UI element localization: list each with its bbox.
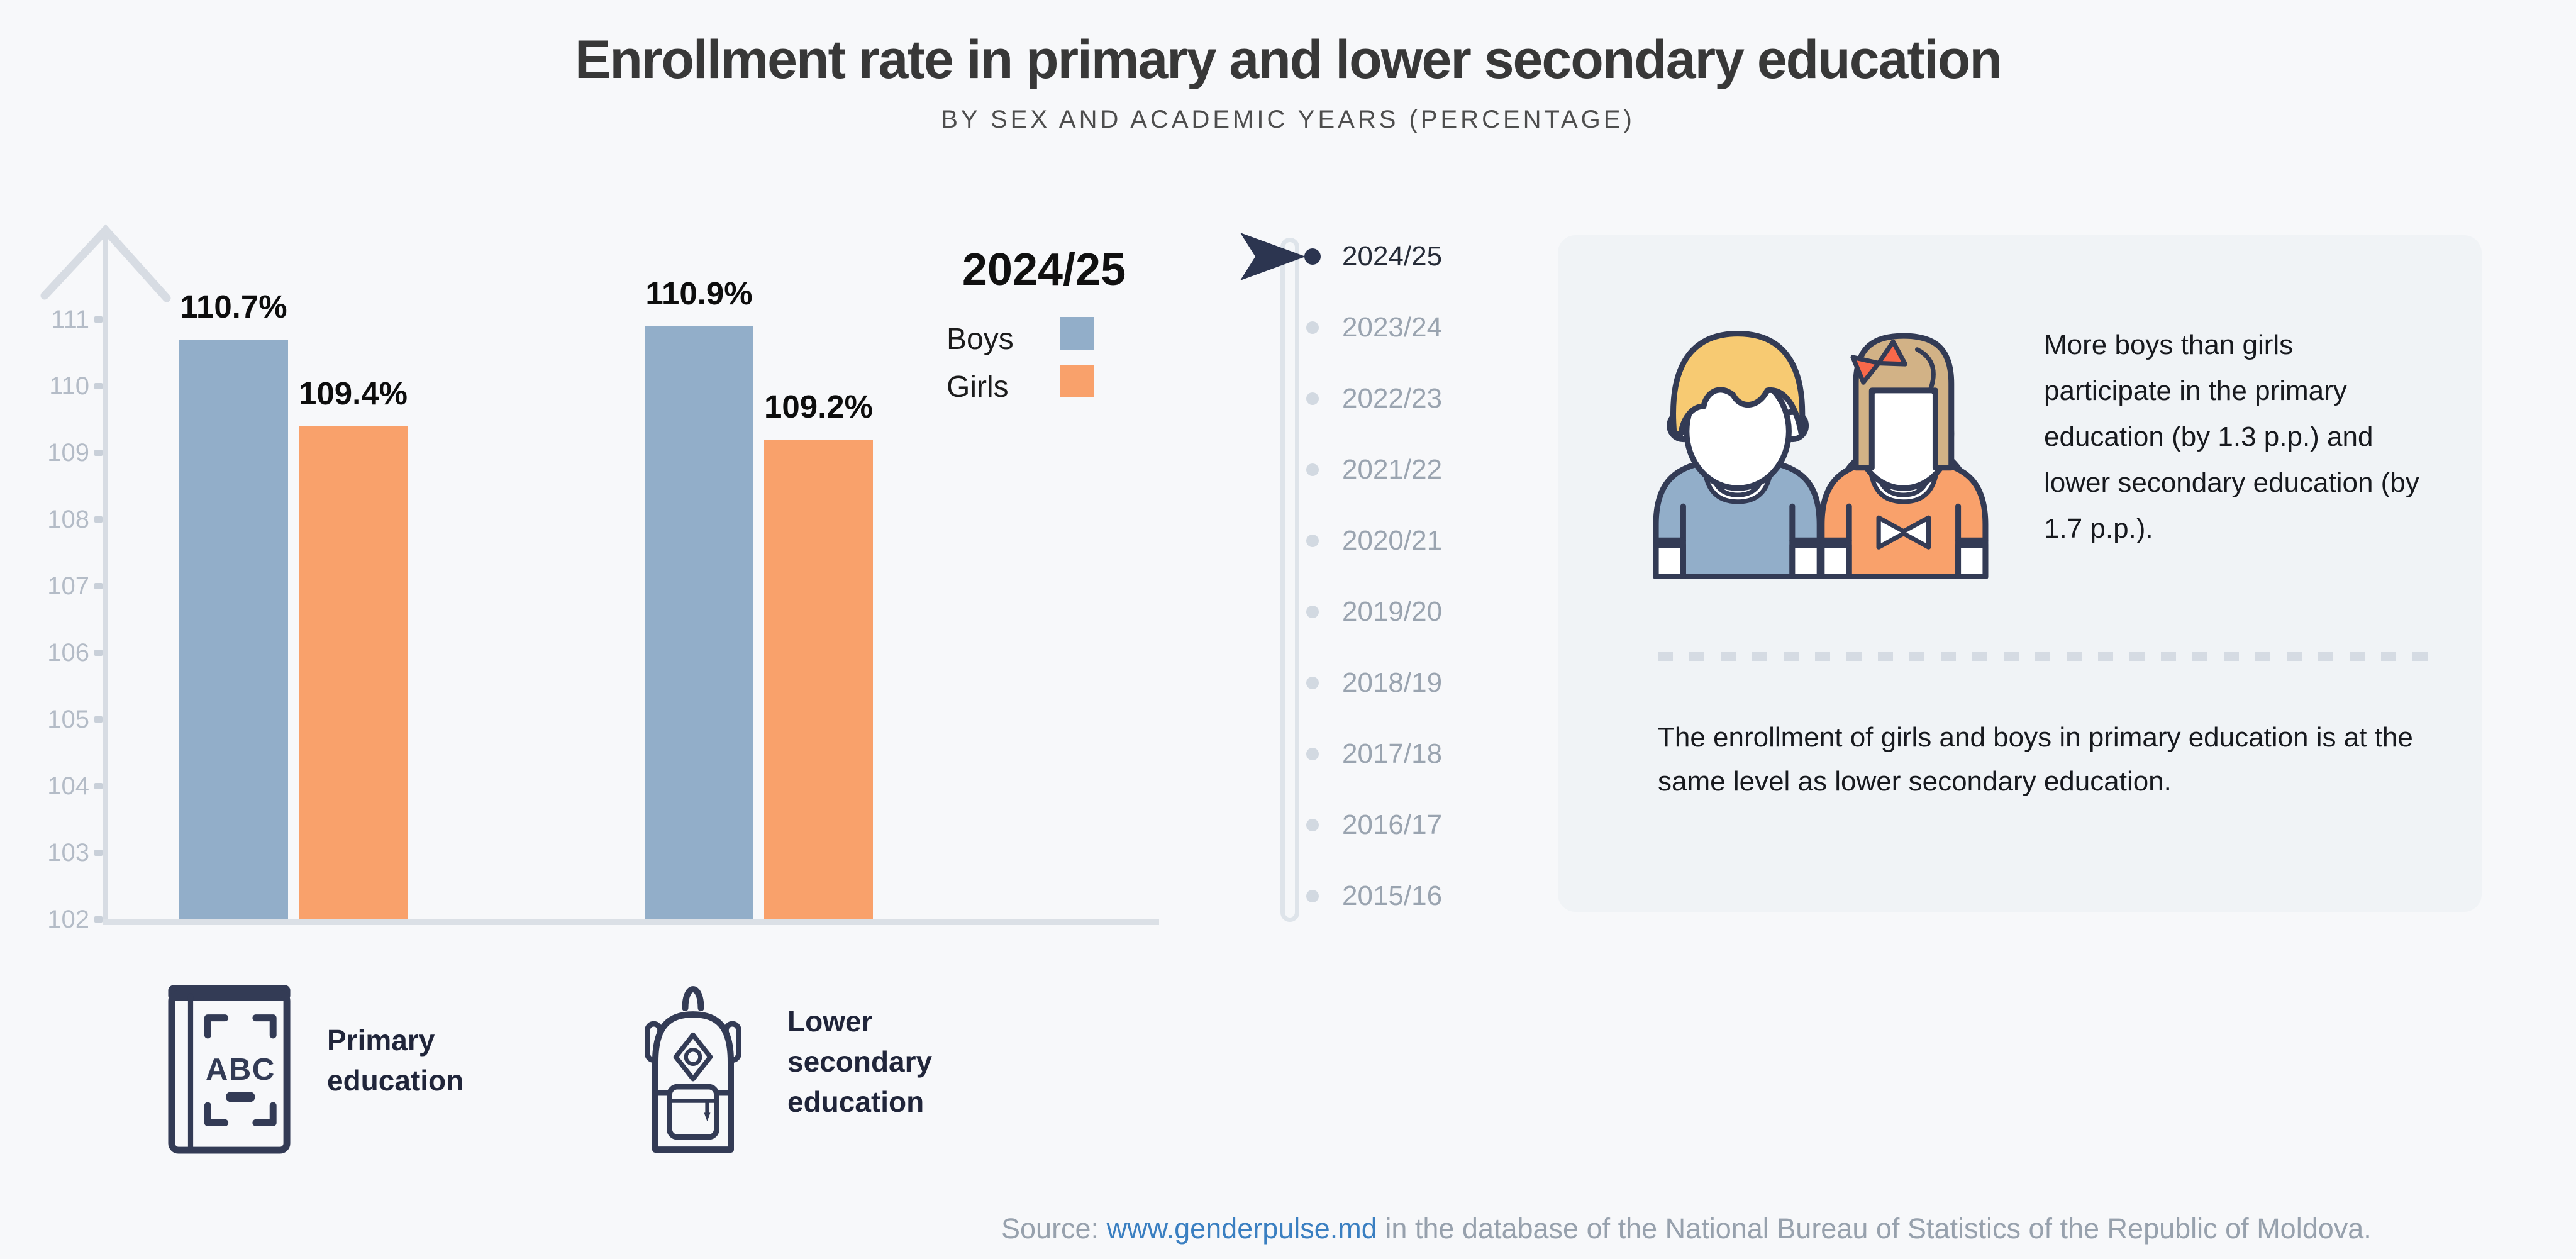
source-suffix: in the database of the National Bureau o… [1377, 1212, 2372, 1245]
y-axis-tick-mark [94, 316, 103, 323]
legend-label-girls: Girls [947, 370, 1009, 404]
timeline-dot [1306, 463, 1319, 476]
bar-value-label: 109.2% [764, 388, 873, 424]
timeline-year-2019-20[interactable]: 2019/20 [1342, 596, 1443, 627]
y-axis-tick-label: 107 [47, 572, 89, 600]
y-axis-tick-mark [94, 650, 103, 656]
y-axis-tick-label: 106 [47, 639, 89, 667]
timeline-year-2016-17[interactable]: 2016/17 [1342, 809, 1443, 840]
timeline-dot [1306, 890, 1319, 902]
timeline-year-2024-25[interactable]: 2024/25 [1342, 241, 1443, 272]
category-label-primary: Primary education [327, 1024, 464, 1097]
timeline-year-2022-23[interactable]: 2022/23 [1342, 383, 1443, 414]
bar-boys-lower-secondary-education[interactable] [645, 326, 753, 919]
category-label-lower-secondary: Lower secondary education [787, 1005, 933, 1118]
panel-divider [1658, 652, 2444, 661]
timeline-cursor-arrow-icon [1240, 233, 1306, 280]
insight-text-primary: More boys than girls participate in the … [2044, 330, 2419, 544]
y-axis-tick-label: 111 [51, 306, 89, 333]
page-title: Enrollment rate in primary and lower sec… [575, 30, 2002, 90]
timeline-year-2018-19[interactable]: 2018/19 [1342, 667, 1443, 698]
y-axis-tick-label: 105 [47, 706, 89, 733]
bar-value-label: 110.9% [645, 275, 753, 311]
timeline-dot [1306, 819, 1319, 831]
timeline-track[interactable] [1280, 238, 1299, 922]
book-icon: ABC [168, 985, 291, 1154]
source-note: Source: www.genderpulse.md in the databa… [1001, 1212, 2576, 1245]
y-axis-tick-mark [94, 516, 103, 523]
timeline-dot [1306, 748, 1319, 760]
y-axis-tick-label: 109 [47, 439, 89, 467]
insight-text-secondary: The enrollment of girls and boys in prim… [1658, 722, 2413, 797]
y-axis-arrow-icon [40, 224, 171, 302]
source-prefix: Source: [1001, 1212, 1107, 1245]
timeline-dot [1306, 535, 1319, 547]
source-link[interactable]: www.genderpulse.md [1106, 1212, 1377, 1245]
timeline-year-2023-24[interactable]: 2023/24 [1342, 312, 1443, 343]
y-axis-tick-label: 102 [47, 906, 89, 933]
timeline-dot [1304, 248, 1321, 265]
bar-girls-lower-secondary-education[interactable] [764, 439, 873, 919]
timeline-year-2020-21[interactable]: 2020/21 [1342, 525, 1443, 556]
timeline-dot [1306, 321, 1319, 334]
legend-year-label: 2024/25 [962, 245, 1126, 295]
bar-boys-primary-education[interactable] [179, 339, 288, 919]
legend-swatch-boys [1060, 317, 1094, 350]
bar-value-label: 110.7% [180, 288, 287, 324]
timeline-dot [1306, 606, 1319, 618]
timeline-dot [1306, 392, 1319, 405]
y-axis-tick-mark [94, 850, 103, 856]
y-axis-tick-label: 103 [47, 839, 89, 867]
bar-value-label: 109.4% [299, 375, 408, 411]
boy-and-girl-icon [1653, 331, 1989, 579]
page-subtitle: BY SEX AND ACADEMIC YEARS (PERCENTAGE) [941, 106, 1635, 133]
timeline-dot [1306, 677, 1319, 689]
y-axis [103, 234, 108, 924]
legend-label-boys: Boys [947, 323, 1014, 356]
y-axis-tick-label: 110 [49, 372, 89, 400]
backpack-icon [645, 986, 741, 1153]
y-axis-tick-label: 104 [47, 772, 89, 800]
bar-girls-primary-education[interactable] [299, 426, 408, 919]
timeline-year-2015-16[interactable]: 2015/16 [1342, 880, 1443, 911]
x-axis [103, 919, 1159, 925]
y-axis-tick-mark [94, 583, 103, 589]
timeline-year-2021-22[interactable]: 2021/22 [1342, 454, 1443, 485]
y-axis-tick-mark [94, 783, 103, 789]
legend-swatch-girls [1060, 365, 1094, 397]
y-axis-tick-mark [94, 450, 103, 456]
y-axis-tick-label: 108 [47, 506, 89, 533]
y-axis-tick-mark [94, 916, 103, 923]
svg-text:ABC: ABC [206, 1052, 275, 1087]
y-axis-tick-mark [94, 383, 103, 389]
y-axis-tick-mark [94, 716, 103, 723]
timeline-year-2017-18[interactable]: 2017/18 [1342, 738, 1443, 769]
